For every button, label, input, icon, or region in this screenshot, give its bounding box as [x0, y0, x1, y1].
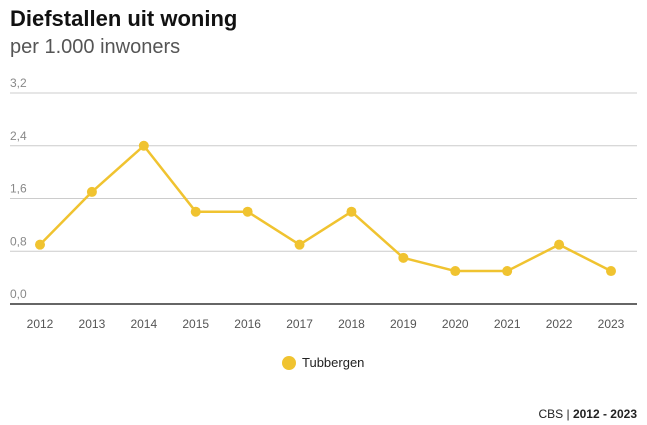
data-point[interactable]: [606, 266, 616, 277]
data-point[interactable]: [190, 206, 201, 217]
chart-subtitle: per 1.000 inwoners: [10, 36, 181, 58]
grid-layer: [10, 92, 637, 305]
data-point[interactable]: [450, 266, 461, 277]
y-tick-label: 3,2: [10, 76, 27, 90]
x-tick-label: 2020: [442, 317, 469, 331]
y-tick-label: 1,6: [10, 182, 27, 196]
data-point[interactable]: [86, 186, 97, 197]
x-tick-label: 2023: [598, 317, 625, 331]
x-tick-label: 2012: [27, 317, 54, 331]
data-point[interactable]: [502, 266, 513, 277]
data-point[interactable]: [554, 239, 565, 250]
x-tick-label: 2018: [338, 317, 365, 331]
legend-label: Tubbergen: [302, 355, 365, 370]
x-tick-label: 2021: [494, 317, 521, 331]
data-point[interactable]: [35, 239, 45, 250]
legend-marker: [282, 355, 296, 370]
x-tick-label: 2022: [546, 317, 573, 331]
source-period: 2012 - 2023: [572, 407, 637, 421]
y-tick-label: 0,0: [10, 287, 27, 301]
x-tick-label: 2019: [390, 317, 417, 331]
source-separator: |: [566, 407, 570, 421]
data-point[interactable]: [138, 140, 149, 151]
data-point[interactable]: [346, 206, 357, 217]
y-tick-label: 2,4: [10, 129, 27, 143]
data-point[interactable]: [398, 252, 409, 263]
y-tick-label: 0,8: [10, 234, 27, 248]
source-note: CBS | 2012 - 2023: [538, 407, 637, 421]
x-tick-label: 2013: [79, 317, 106, 331]
chart-title: Diefstallen uit woning: [10, 6, 238, 31]
data-point[interactable]: [242, 206, 253, 217]
x-tick-label: 2017: [286, 317, 313, 331]
data-point[interactable]: [294, 239, 305, 250]
series-line: [38, 144, 613, 273]
x-tick-label: 2015: [182, 317, 209, 331]
x-tick-label: 2014: [130, 317, 157, 331]
x-axis-labels: 2012 2013 2014 2015 2016 2017 2018 2019 2020 2021…: [27, 317, 625, 331]
y-axis-labels: 0,0 0,8 1,6 2,4 3,2: [10, 76, 27, 301]
x-tick-label: 2016: [234, 317, 261, 331]
series-layer: [35, 140, 616, 277]
legend: Tubbergen: [282, 355, 364, 370]
source-name: CBS: [538, 407, 564, 421]
